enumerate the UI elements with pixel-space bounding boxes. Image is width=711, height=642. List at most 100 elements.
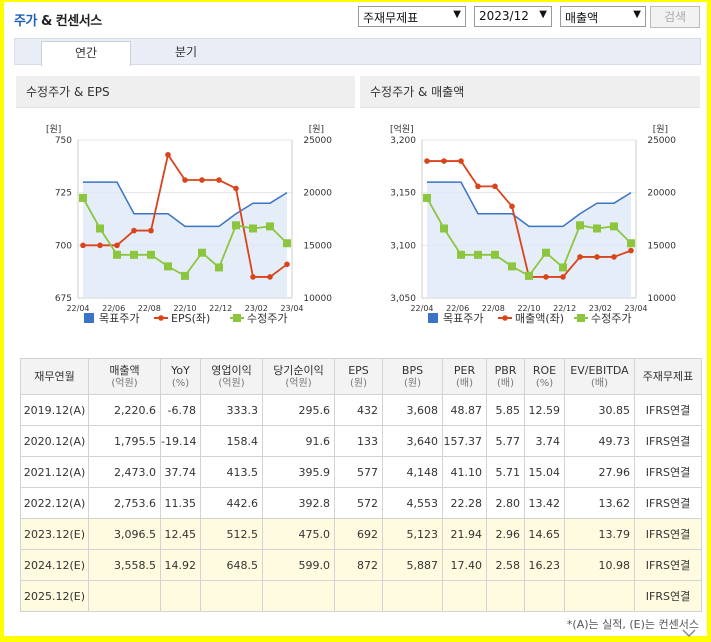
column-label: 재무연월 xyxy=(34,370,75,383)
table-cell: 21.94 xyxy=(442,518,487,550)
table-cell xyxy=(486,580,525,612)
period-cell: 2025.12(E) xyxy=(20,580,89,612)
legend-swatch xyxy=(577,314,585,322)
table-cell: 395.9 xyxy=(262,456,335,488)
column-header: 주재무제표 xyxy=(634,358,702,395)
data-point xyxy=(233,185,239,192)
search-button[interactable]: 검색 xyxy=(650,6,700,28)
table-cell: 2.80 xyxy=(486,487,525,519)
table-cell: 2.96 xyxy=(486,518,525,550)
chevron-down-icon[interactable] xyxy=(682,628,696,638)
data-point xyxy=(165,151,171,158)
tab-quarterly[interactable]: 분기 xyxy=(174,45,198,59)
chart-panel-sales: 수정주가 & 매출액 [억원] [원] 3,200 3,150 3,100 3,050 25… xyxy=(360,76,700,338)
x-tick-label: 23/04 xyxy=(280,304,303,313)
legend-swatch xyxy=(502,315,508,321)
data-point xyxy=(611,254,617,260)
left-tick-label: 675 xyxy=(55,294,72,304)
data-point xyxy=(576,221,584,230)
item-value: 매출액 xyxy=(565,11,599,25)
data-point xyxy=(266,222,274,231)
left-tick-label: 3,050 xyxy=(390,294,416,304)
right-axis-unit: [원] xyxy=(309,124,324,135)
target-price-line xyxy=(83,181,288,228)
chart-panel-eps: 수정주가 & EPS [원] [원] 750 725 700 675 25000 20000 1… xyxy=(16,76,355,338)
period-cell: 2022.12(A) xyxy=(20,487,89,519)
legend-label: 수정주가 xyxy=(247,312,287,325)
table-cell xyxy=(88,580,161,612)
right-tick-label: 25000 xyxy=(647,136,676,146)
column-header: PER (배) xyxy=(442,358,487,395)
right-tick-label: 20000 xyxy=(647,189,676,199)
table-cell: 413.5 xyxy=(200,456,263,488)
x-tick-label: 22/08 xyxy=(482,304,505,313)
table-cell xyxy=(442,580,487,612)
data-point xyxy=(542,248,550,257)
x-tick-label: 22/12 xyxy=(553,304,576,313)
tab-annual[interactable]: 연간 xyxy=(41,41,131,66)
period-tabs: 연간 분기 xyxy=(14,38,701,66)
section-title: 주가 & 컨센서스 xyxy=(14,10,102,29)
table-row: 2023.12(E) 3,096.5 12.45 512.5 475.0 692 5,123… xyxy=(20,518,702,550)
left-tick-label: 700 xyxy=(55,241,72,251)
chevron-down-icon: ▼ xyxy=(539,9,547,20)
data-point xyxy=(508,262,516,271)
x-tick-label: 22/04 xyxy=(66,304,89,313)
data-point xyxy=(181,271,189,280)
title-main: 주가 xyxy=(14,14,37,29)
table-cell: 11.35 xyxy=(160,487,201,519)
target-price-area xyxy=(427,182,631,298)
table-cell xyxy=(160,580,201,612)
footnote: *(A)는 실적, (E)는 컨센서스 xyxy=(566,618,699,631)
data-point xyxy=(97,242,103,249)
column-header: ROE (%) xyxy=(524,358,565,395)
data-point xyxy=(147,250,155,259)
data-point xyxy=(475,183,481,190)
x-tick-label: 22/12 xyxy=(209,304,232,313)
table-cell: 4,553 xyxy=(382,487,443,519)
table-cell: 5,887 xyxy=(382,549,443,581)
data-point xyxy=(198,248,206,257)
item-select[interactable]: 매출액 ▼ xyxy=(560,6,646,27)
table-cell: 2,220.6 xyxy=(88,394,161,426)
period-select[interactable]: 2023/12 ▼ xyxy=(474,6,552,27)
table-cell: 475.0 xyxy=(262,518,335,550)
table-row: 2020.12(A) 1,795.5 -19.14 158.4 91.6 133 3,640… xyxy=(20,425,702,457)
table-cell: 22.28 xyxy=(442,487,487,519)
table-cell: 512.5 xyxy=(200,518,263,550)
table-cell: 15.04 xyxy=(524,456,565,488)
period-value: 2023/12 xyxy=(479,9,529,23)
column-unit: (원) xyxy=(403,377,421,389)
table-cell xyxy=(200,580,263,612)
table-cell: 4,148 xyxy=(382,456,443,488)
data-point xyxy=(525,271,533,280)
legend-label: 목표주가 xyxy=(99,312,139,325)
column-unit: (억원) xyxy=(111,377,138,389)
table-row: 2022.12(A) 2,753.6 11.35 442.6 392.8 572 4,553… xyxy=(20,487,702,519)
table-cell: 13.42 xyxy=(524,487,565,519)
table-cell xyxy=(564,580,635,612)
table-cell: 3,640 xyxy=(382,425,443,457)
table-cell xyxy=(382,580,443,612)
table-cell: 30.85 xyxy=(564,394,635,426)
target-price-line xyxy=(427,181,632,228)
period-cell: 2021.12(A) xyxy=(20,456,89,488)
data-point xyxy=(164,262,172,271)
table-cell: 692 xyxy=(334,518,383,550)
x-tick-label: 23/02 xyxy=(245,304,268,313)
column-unit: (%) xyxy=(535,377,554,389)
left-tick-label: 750 xyxy=(55,136,72,146)
table-cell: 5,123 xyxy=(382,518,443,550)
period-cell: 2024.12(E) xyxy=(20,549,89,581)
column-header: EV/EBITDA (배) xyxy=(564,358,635,395)
table-cell: 17.40 xyxy=(442,549,487,581)
data-point xyxy=(474,250,482,259)
column-unit: (배) xyxy=(496,377,514,389)
left-tick-label: 3,200 xyxy=(390,136,416,146)
report-type-select[interactable]: 주재무제표 ▼ xyxy=(358,6,466,27)
table-cell: IFRS연결 xyxy=(634,549,702,581)
table-cell: 13.62 xyxy=(564,487,635,519)
x-tick-label: 22/06 xyxy=(102,304,125,313)
x-tick-label: 22/06 xyxy=(446,304,469,313)
table-cell: IFRS연결 xyxy=(634,518,702,550)
